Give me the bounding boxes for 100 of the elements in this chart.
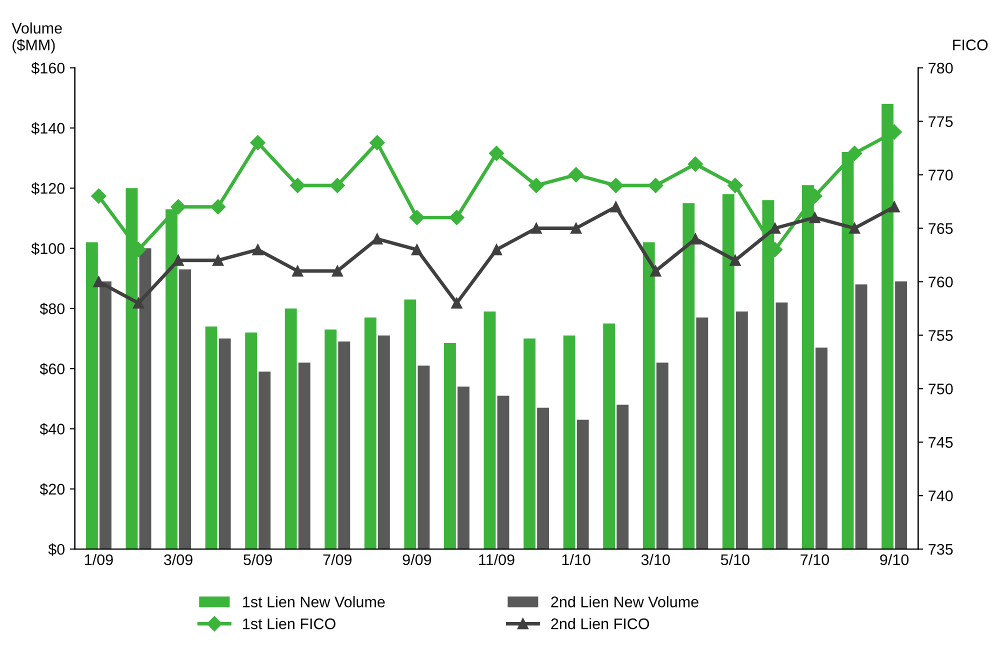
- y2-tick-label: 740: [928, 490, 953, 502]
- point: [132, 298, 144, 309]
- bar: [179, 269, 192, 550]
- bar: [404, 299, 416, 550]
- x-tick-label: 9/10: [880, 554, 909, 566]
- bar: [816, 348, 828, 550]
- bar: [696, 317, 708, 550]
- y-axis-title: Volume ($MM): [12, 22, 62, 54]
- bar: [736, 311, 748, 550]
- y2-tick-label: 760: [928, 276, 953, 288]
- bar: [284, 308, 297, 550]
- point: [608, 178, 624, 194]
- y-tick-label: $160: [31, 62, 65, 74]
- x-tick-label: 11/09: [479, 554, 514, 566]
- y-tick-label: $60: [40, 362, 65, 376]
- bar: [537, 408, 550, 550]
- bar: [298, 362, 310, 550]
- y-tick-label: $140: [31, 122, 65, 135]
- x-tick-label: 9/09: [402, 554, 432, 566]
- point: [490, 244, 502, 256]
- legend-label: 1st Lien FICO: [243, 618, 336, 630]
- point: [172, 254, 184, 266]
- point: [730, 254, 741, 266]
- x-tick-label: 3/09: [164, 554, 192, 566]
- bar: [86, 242, 98, 550]
- x-tick-label: 1/10: [562, 554, 590, 566]
- point: [449, 210, 464, 226]
- point: [528, 178, 544, 194]
- y2-tick-label: 775: [928, 116, 953, 127]
- point: [370, 135, 385, 150]
- bar: [855, 284, 868, 550]
- x-tick-label: 3/10: [641, 554, 670, 566]
- x-tick-label: 1/09: [85, 554, 113, 566]
- point: [648, 178, 664, 194]
- bar: [656, 362, 668, 550]
- point: [610, 201, 622, 212]
- y2-tick-label: 770: [928, 170, 953, 180]
- x-tick-label: 5/10: [720, 554, 750, 566]
- legend-label: 1st Lien New Volume: [243, 596, 385, 608]
- point: [252, 244, 264, 256]
- point: [568, 167, 584, 182]
- point: [690, 233, 701, 245]
- y2-tick-label: 750: [928, 384, 953, 394]
- point: [570, 222, 582, 234]
- y-tick-label: $20: [40, 483, 65, 496]
- point: [292, 265, 304, 277]
- bar: [484, 311, 496, 550]
- bar: [364, 317, 376, 550]
- bar: [895, 281, 908, 550]
- point: [210, 199, 226, 214]
- x-tick-label: 7/10: [800, 554, 830, 566]
- bar: [218, 338, 231, 550]
- point: [250, 135, 266, 150]
- bar: [458, 386, 470, 550]
- point: [488, 146, 504, 161]
- y-tick-label: $120: [31, 182, 65, 195]
- y2-tick-label: 735: [928, 544, 953, 555]
- point: [330, 178, 345, 194]
- bar: [616, 404, 629, 550]
- bar: [338, 342, 350, 550]
- y2-tick-label: 745: [928, 437, 953, 448]
- legend-label: 2nd Lien New Volume: [551, 596, 698, 608]
- y2-tick-label: 780: [928, 62, 953, 74]
- legend-label: 2nd Lien FICO: [551, 618, 650, 630]
- point: [650, 265, 662, 277]
- point: [409, 210, 425, 226]
- bar: [258, 372, 271, 550]
- bar: [418, 366, 430, 550]
- bar: [563, 336, 576, 550]
- point: [888, 201, 900, 212]
- point: [332, 265, 343, 277]
- bar: [524, 338, 536, 550]
- y-tick-label: $40: [40, 423, 65, 436]
- x-tick-label: 7/09: [323, 554, 352, 566]
- bar: [603, 324, 616, 550]
- bar: [642, 242, 655, 550]
- point: [170, 199, 186, 214]
- y2-tick-label: 765: [928, 223, 953, 234]
- point: [91, 188, 106, 204]
- x-tick-label: 5/09: [244, 554, 272, 566]
- point: [809, 212, 820, 224]
- y-tick-label: $80: [40, 302, 65, 316]
- bar: [776, 302, 788, 550]
- bar: [682, 203, 695, 550]
- point: [290, 178, 306, 194]
- y-tick-label: $100: [31, 242, 65, 255]
- point: [769, 222, 781, 234]
- y-tick-label: $0: [48, 543, 65, 556]
- point: [728, 178, 743, 194]
- point: [846, 146, 862, 161]
- point: [212, 254, 224, 266]
- point: [372, 233, 383, 245]
- bar: [444, 343, 456, 550]
- bar: [324, 330, 337, 550]
- bar: [100, 281, 112, 550]
- bar: [139, 248, 152, 550]
- point: [411, 244, 423, 256]
- point: [848, 222, 860, 234]
- bar: [245, 332, 258, 550]
- point: [93, 276, 104, 288]
